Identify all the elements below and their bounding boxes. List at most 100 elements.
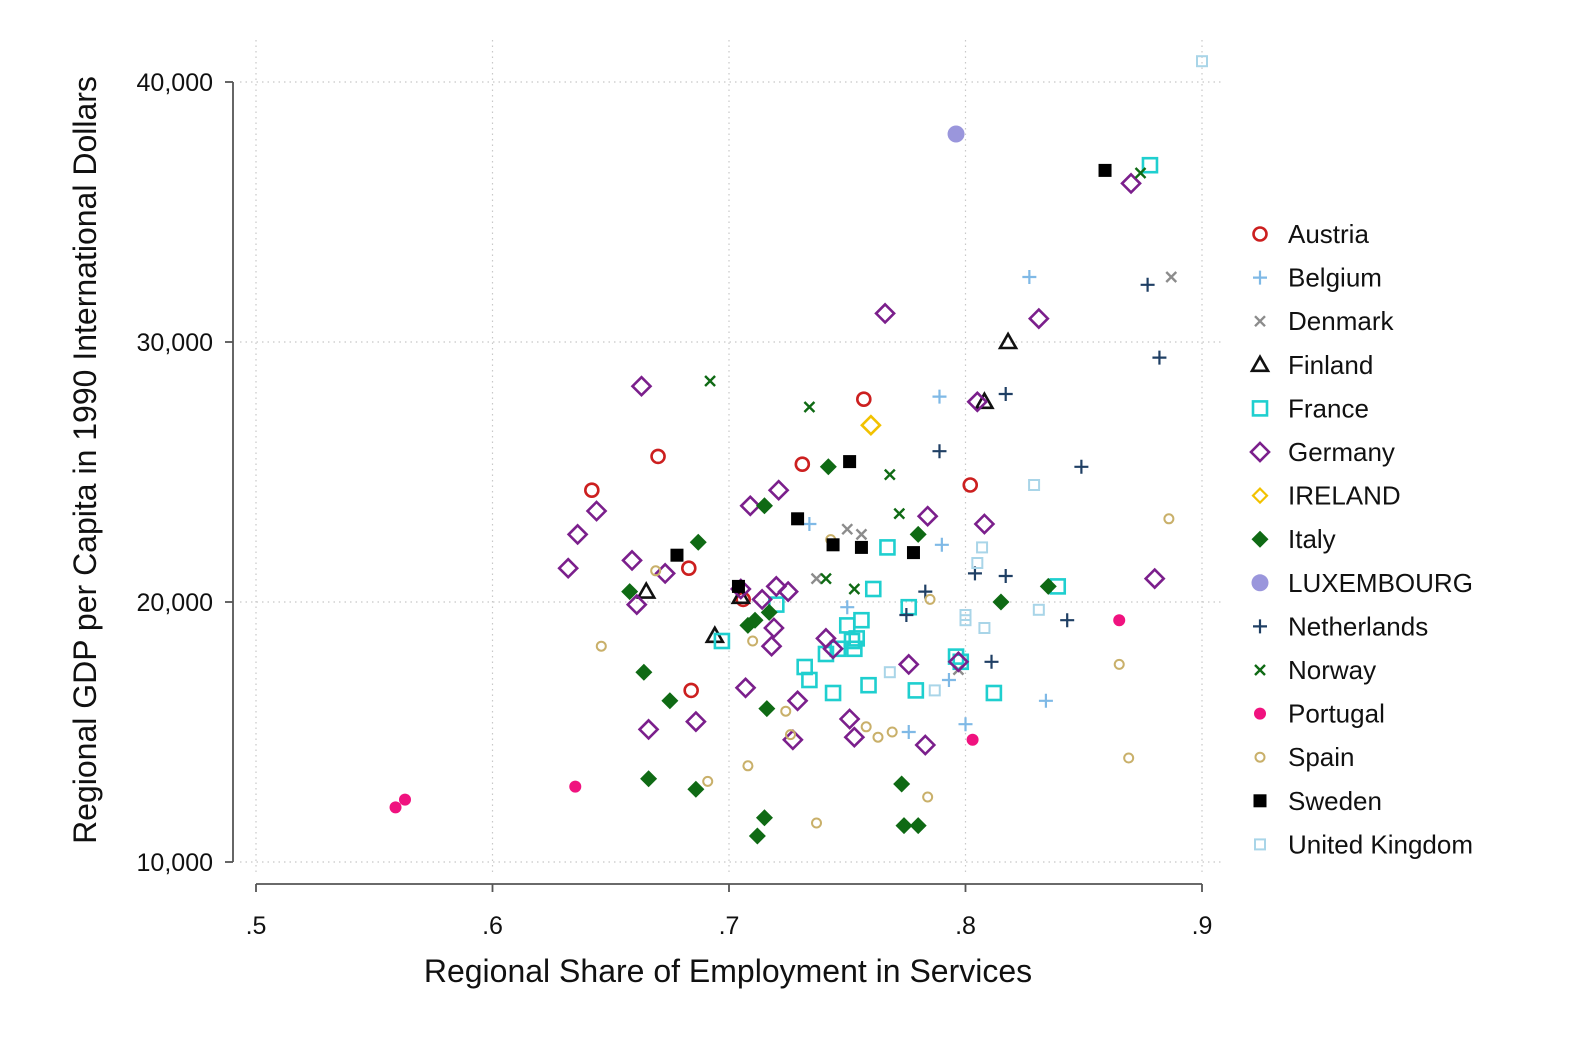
x-axis-title: Regional Share of Employment in Services	[424, 953, 1032, 989]
point-france	[879, 539, 896, 556]
point-italy	[760, 603, 778, 621]
legend-label-france: France	[1288, 393, 1369, 423]
point-italy	[748, 827, 766, 845]
point-sweden	[843, 455, 857, 469]
point-germany	[777, 580, 799, 603]
point-netherlands	[899, 608, 914, 622]
point-france	[900, 598, 918, 616]
point-sweden	[1098, 163, 1112, 177]
point-spain	[1163, 513, 1175, 525]
point-italy	[689, 533, 707, 551]
legend: Austria Belgium Denmark Finland France German…	[1249, 219, 1473, 859]
point-belgium	[941, 673, 956, 687]
point-germany	[763, 617, 785, 639]
point-germany	[1143, 567, 1166, 590]
point-germany	[760, 635, 783, 658]
y-tick-label: 20,000	[137, 589, 213, 617]
point-germany	[654, 562, 676, 585]
point-germany	[815, 627, 837, 650]
legend-marker-sweden	[1253, 794, 1267, 808]
point-italy	[755, 497, 773, 515]
point-italy	[640, 770, 658, 788]
point-germany	[751, 588, 773, 611]
point-finland	[635, 580, 657, 599]
point-germany	[786, 689, 809, 712]
point-netherlands	[998, 569, 1013, 583]
point-italy	[909, 817, 927, 835]
y-tick-label: 30,000	[137, 329, 213, 357]
legend-marker-luxembourg	[1251, 574, 1269, 592]
point-italy	[755, 809, 773, 827]
legend-marker-austria	[1252, 226, 1268, 242]
legend-marker-italy	[1251, 530, 1269, 548]
point-france	[713, 632, 731, 650]
point-united-kingdom	[959, 614, 972, 627]
legend-label-luxembourg: LUXEMBOURG	[1288, 568, 1473, 598]
legend-label-netherlands: Netherlands	[1288, 611, 1428, 641]
point-germany	[685, 710, 707, 733]
point-norway	[883, 468, 896, 481]
point-sweden	[670, 548, 684, 562]
point-germany	[630, 375, 653, 398]
point-ireland	[860, 414, 882, 437]
x-tick-label: .5	[246, 912, 267, 940]
x-tick-label: .8	[955, 912, 976, 940]
point-germany	[966, 390, 989, 413]
point-portugal	[389, 801, 402, 814]
point-austria	[683, 682, 699, 699]
point-finland	[974, 391, 995, 410]
legend-marker-ireland	[1251, 487, 1269, 505]
legend-label-united-kingdom: United Kingdom	[1288, 829, 1473, 859]
point-spain	[747, 635, 759, 647]
point-germany	[765, 575, 788, 598]
point-germany	[1120, 172, 1142, 195]
legend-label-belgium: Belgium	[1288, 263, 1382, 293]
legend-marker-netherlands	[1253, 619, 1267, 634]
point-spain	[922, 791, 934, 803]
point-norway	[803, 401, 816, 413]
point-italy	[992, 593, 1010, 611]
point-austria	[650, 448, 666, 465]
point-netherlands	[1060, 613, 1075, 628]
point-italy	[1039, 577, 1057, 595]
point-spain	[595, 640, 607, 652]
point-sweden	[854, 540, 868, 554]
point-austria	[680, 560, 697, 577]
point-netherlands	[932, 444, 947, 459]
legend-label-norway: Norway	[1288, 655, 1376, 685]
point-belgium	[840, 600, 855, 615]
point-belgium	[802, 517, 817, 531]
point-austria	[794, 456, 811, 473]
point-france	[853, 611, 870, 629]
point-spain	[780, 705, 792, 717]
point-belgium	[934, 537, 949, 552]
point-italy	[909, 525, 927, 543]
legend-marker-portugal	[1254, 707, 1266, 720]
point-italy	[893, 775, 911, 793]
point-norway	[704, 375, 716, 387]
point-austria	[584, 482, 600, 499]
legend-label-ireland: IRELAND	[1288, 481, 1401, 511]
point-france	[824, 684, 842, 702]
point-germany	[973, 513, 996, 535]
legend-label-austria: Austria	[1288, 219, 1369, 249]
point-italy	[746, 611, 764, 629]
point-italy	[661, 692, 679, 710]
point-germany	[625, 593, 648, 616]
legend-label-portugal: Portugal	[1288, 699, 1385, 729]
point-france	[1141, 156, 1159, 174]
point-germany	[767, 479, 790, 502]
point-spain	[702, 775, 714, 787]
legend-marker-norway	[1254, 664, 1266, 676]
point-sweden	[826, 538, 840, 552]
point-germany	[621, 549, 643, 572]
point-spain	[1123, 752, 1135, 764]
legend-marker-united-kingdom	[1254, 838, 1266, 851]
point-germany	[947, 650, 970, 673]
point-italy	[635, 663, 653, 681]
point-portugal	[1113, 614, 1126, 627]
point-france	[801, 671, 818, 689]
point-portugal	[398, 793, 411, 806]
x-tick-label: .9	[1192, 912, 1213, 940]
